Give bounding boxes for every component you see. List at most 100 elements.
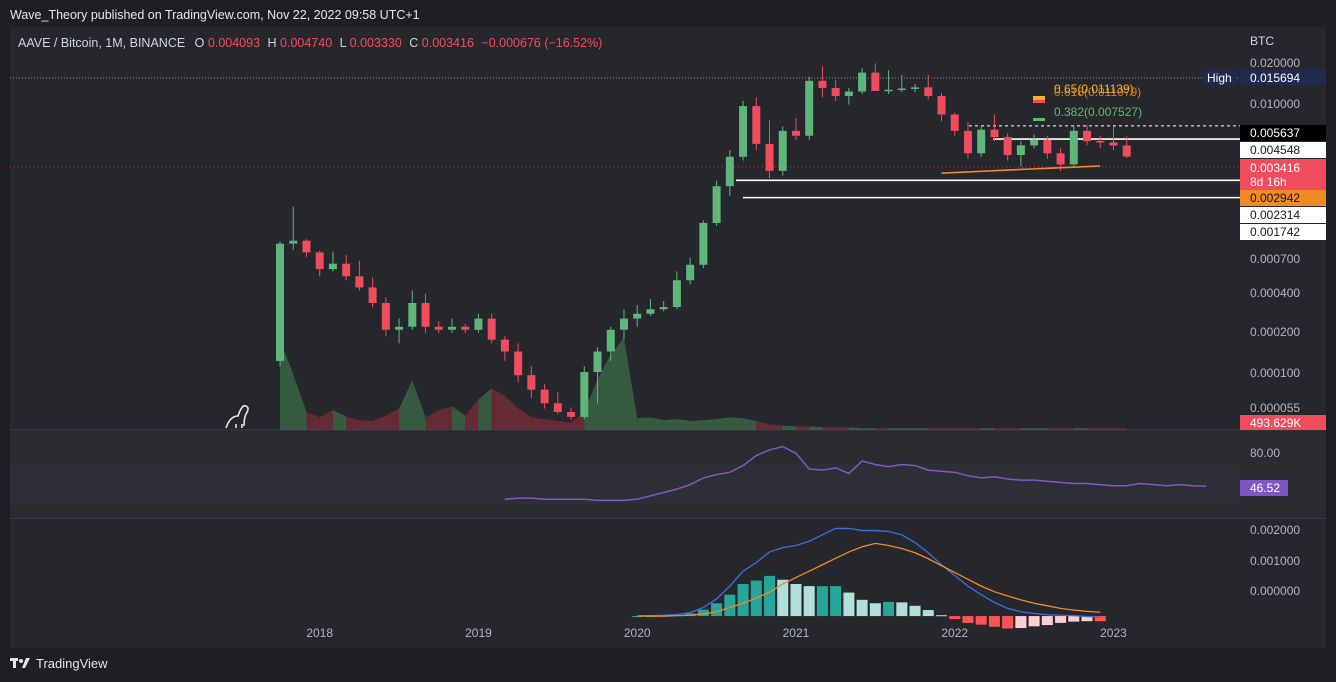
candle-body	[950, 114, 959, 131]
candles	[276, 63, 1131, 420]
low-value: 0.003330	[350, 36, 402, 50]
candle-body	[289, 240, 298, 244]
volume-segment	[994, 428, 1008, 430]
candle-body	[911, 87, 920, 89]
candle-body	[924, 87, 933, 97]
price-tick: 0.000700	[1250, 252, 1300, 266]
last-price-value: 0.003416	[1250, 161, 1300, 175]
volume-segment	[822, 427, 836, 430]
volume-segment	[451, 406, 466, 430]
candle-body	[487, 318, 496, 340]
macd-histogram-bar	[711, 603, 723, 617]
volume-segment	[703, 419, 717, 430]
volume-segment	[637, 417, 651, 430]
candle-body	[553, 403, 562, 412]
volume-segment	[862, 428, 876, 430]
tradingview-logo-icon	[10, 657, 30, 668]
price-tag-value: 0.002314	[1250, 208, 1300, 222]
price-tag-value: 0.001742	[1250, 225, 1300, 239]
macd-histogram-bar	[975, 616, 987, 625]
volume-segment	[346, 416, 360, 430]
fib-0382-swatch	[1033, 118, 1045, 121]
volume-segment	[967, 428, 982, 430]
year-tick: 2019	[465, 626, 492, 640]
candle-body	[844, 91, 853, 97]
candle-body	[1069, 130, 1078, 165]
volume-segment	[332, 410, 347, 430]
macd-histogram-bar	[843, 592, 855, 617]
candle-body	[778, 130, 787, 171]
macd-histogram-bar	[1015, 616, 1027, 629]
volume-segment	[1020, 428, 1035, 430]
currency-label: BTC	[1250, 34, 1274, 48]
candle-body	[1056, 153, 1065, 165]
volume-segment	[359, 420, 373, 430]
volume-segment	[981, 428, 995, 430]
volume-segment	[319, 410, 333, 430]
macd-tick: 0.002000	[1250, 523, 1300, 537]
volume-segment	[782, 425, 796, 430]
macd-histogram-bar	[922, 610, 934, 617]
candle-body	[937, 96, 946, 115]
macd-histogram-bar	[830, 586, 842, 617]
candle-body	[990, 129, 999, 138]
volume-segment	[1087, 428, 1101, 430]
macd-histogram-bar	[777, 579, 789, 617]
tradingview-brand[interactable]: TradingView	[10, 656, 108, 671]
candle-body	[276, 243, 284, 361]
candle-body	[963, 130, 972, 154]
volume-segment	[438, 406, 452, 430]
volume-segment	[690, 420, 704, 430]
rsi-value: 46.52	[1250, 481, 1280, 495]
open-value: 0.004093	[208, 36, 260, 50]
symbol-label: AAVE / Bitcoin, 1M, BINANCE	[18, 36, 185, 50]
volume-tag-value: 493.629K	[1250, 416, 1301, 430]
volume-segment	[465, 399, 479, 430]
volume-segment	[504, 395, 519, 430]
volume-segment	[478, 388, 492, 430]
candle-body	[1122, 145, 1131, 157]
volume-segment	[280, 339, 294, 430]
volume-segment	[928, 428, 942, 430]
macd-tick: 0.000000	[1250, 584, 1300, 598]
candle-body	[567, 411, 576, 417]
candle-body	[461, 326, 470, 330]
volume-segment	[769, 424, 783, 430]
candle-countdown: 8d 16h	[1250, 175, 1287, 189]
year-tick: 2022	[941, 626, 968, 640]
high-tag	[1203, 70, 1237, 85]
candle-body	[1083, 130, 1092, 142]
volume-segment	[1100, 428, 1114, 430]
candle-body	[408, 302, 417, 327]
macd-histogram-bar	[764, 575, 776, 617]
volume-segment	[385, 408, 400, 430]
candle-body	[395, 326, 404, 330]
price-tag-black	[1240, 125, 1326, 141]
macd-histogram-bar	[883, 601, 895, 617]
publish-line: Wave_Theory published on TradingView.com…	[10, 8, 420, 22]
volume-segment	[809, 426, 823, 430]
macd-histogram-bar	[1002, 616, 1014, 629]
candle-body	[580, 372, 589, 417]
volume-segment	[848, 427, 863, 430]
candle-body	[646, 309, 655, 314]
macd-line	[637, 527, 1101, 619]
volume-segment	[518, 408, 532, 430]
change-value: −0.000676 (−16.52%)	[481, 36, 602, 50]
candle-body	[633, 313, 642, 319]
fib-0382-label: 0.382(0.007527)	[1054, 105, 1142, 119]
candle-body	[659, 307, 668, 310]
volume-segment	[491, 388, 505, 430]
price-tag-value: 0.004548	[1250, 143, 1300, 157]
volume-segment	[531, 417, 545, 430]
main-pane[interactable]	[10, 27, 1326, 430]
signal-line	[637, 542, 1101, 617]
volume-segment	[663, 419, 677, 430]
volume-segment	[306, 411, 320, 430]
volume-segment	[915, 428, 929, 430]
year-tick: 2018	[306, 626, 333, 640]
candle-body	[1016, 145, 1025, 156]
macd-pane[interactable]	[10, 519, 1326, 648]
macd-histogram-bar	[949, 616, 961, 620]
